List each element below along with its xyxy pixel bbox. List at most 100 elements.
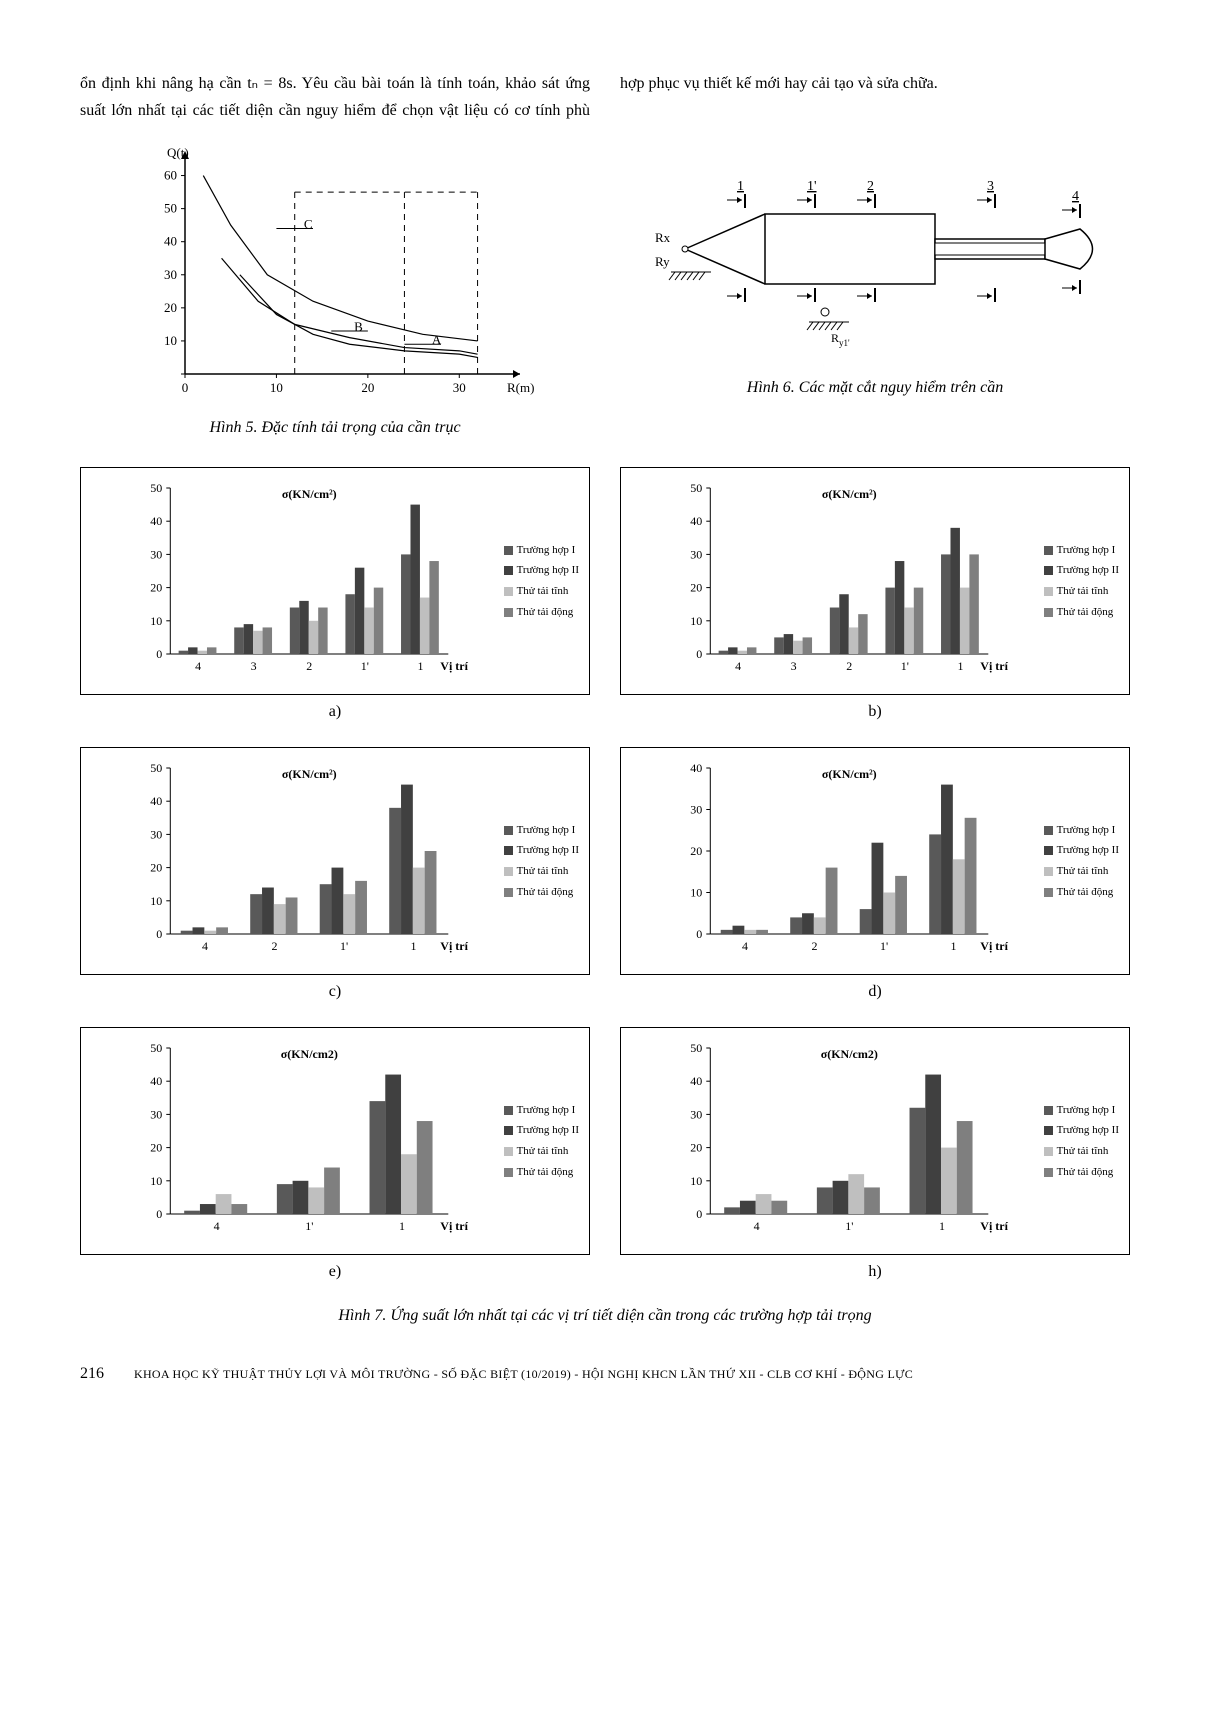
chart-c: 01020304050σ(KN/cm²)421'1Vị trí Trường h… xyxy=(80,747,590,975)
svg-text:1: 1 xyxy=(957,659,963,673)
legend-label: Thử tải tĩnh xyxy=(517,861,569,882)
svg-text:2: 2 xyxy=(272,939,278,953)
legend-swatch xyxy=(504,1147,513,1156)
svg-text:30: 30 xyxy=(453,380,466,395)
svg-text:B: B xyxy=(354,319,363,334)
legend-item: Trường hợp II xyxy=(1044,840,1119,861)
chart-h: 01020304050σ(KN/cm2)41'1Vị trí Trường hợ… xyxy=(620,1027,1130,1255)
legend-swatch xyxy=(504,1126,513,1135)
svg-text:40: 40 xyxy=(150,515,162,529)
legend-b: Trường hợp ITrường hợp IIThử tải tĩnhThử… xyxy=(1044,540,1119,624)
svg-text:Q(t): Q(t) xyxy=(167,145,189,160)
svg-text:1': 1' xyxy=(880,939,888,953)
legend-label: Trường hợp II xyxy=(517,560,579,581)
legend-d: Trường hợp ITrường hợp IIThử tải tĩnhThử… xyxy=(1044,820,1119,904)
svg-text:Vị trí: Vị trí xyxy=(440,659,468,673)
svg-text:1': 1' xyxy=(305,1219,313,1233)
svg-text:Rx: Rx xyxy=(655,230,671,245)
svg-text:3: 3 xyxy=(251,659,257,673)
svg-text:20: 20 xyxy=(690,844,702,858)
legend-swatch xyxy=(504,826,513,835)
legend-label: Trường hợp II xyxy=(1057,840,1119,861)
legend-swatch xyxy=(504,846,513,855)
svg-text:20: 20 xyxy=(150,1141,162,1155)
svg-text:Vị trí: Vị trí xyxy=(980,939,1008,953)
legend-item: Thử tải tĩnh xyxy=(504,1141,579,1162)
chart-a: 01020304050σ(KN/cm²)4321'1Vị trí Trường … xyxy=(80,467,590,695)
fig7-caption: Hình 7. Ứng suất lớn nhất tại các vị trí… xyxy=(80,1307,1130,1325)
svg-text:10: 10 xyxy=(150,894,162,908)
legend-a: Trường hợp ITrường hợp IIThử tải tĩnhThử… xyxy=(504,540,579,624)
legend-label: Thử tải động xyxy=(1057,882,1114,903)
legend-label: Thử tải động xyxy=(1057,1162,1114,1183)
svg-text:1: 1 xyxy=(737,179,744,194)
svg-text:0: 0 xyxy=(156,647,162,661)
legend-swatch xyxy=(1044,546,1053,555)
legend-label: Thử tải tĩnh xyxy=(517,1141,569,1162)
chart-d: 010203040σ(KN/cm²)421'1Vị trí Trường hợp… xyxy=(620,747,1130,975)
svg-text:30: 30 xyxy=(690,1108,702,1122)
svg-text:2: 2 xyxy=(846,659,852,673)
legend-item: Trường hợp I xyxy=(504,820,579,841)
legend-swatch xyxy=(504,587,513,596)
svg-text:2: 2 xyxy=(867,179,874,194)
sub-c: c) xyxy=(80,983,590,1001)
svg-text:σ(KN/cm²): σ(KN/cm²) xyxy=(282,767,337,781)
legend-swatch xyxy=(1044,867,1053,876)
legend-swatch xyxy=(1044,846,1053,855)
footer-text: KHOA HỌC KỸ THUẬT THỦY LỢI VÀ MÔI TRƯỜNG… xyxy=(134,1367,913,1382)
svg-text:40: 40 xyxy=(690,515,702,529)
legend-item: Trường hợp II xyxy=(1044,1120,1119,1141)
svg-text:10: 10 xyxy=(690,614,702,628)
svg-text:20: 20 xyxy=(690,581,702,595)
legend-item: Thử tải động xyxy=(504,1162,579,1183)
legend-label: Thử tải động xyxy=(1057,602,1114,623)
fig6-diagram: 11'234RxRyRy1' xyxy=(620,144,1130,364)
svg-text:4: 4 xyxy=(735,659,741,673)
legend-item: Thử tải động xyxy=(1044,882,1119,903)
legend-swatch xyxy=(1044,888,1053,897)
svg-text:10: 10 xyxy=(270,380,283,395)
svg-text:σ(KN/cm²): σ(KN/cm²) xyxy=(822,487,877,501)
fig5-chart: 1020304050600102030CBAQ(t)R(m) xyxy=(80,144,590,404)
svg-text:2: 2 xyxy=(812,939,818,953)
legend-item: Trường hợp II xyxy=(504,840,579,861)
svg-text:1': 1' xyxy=(361,659,369,673)
legend-item: Trường hợp I xyxy=(1044,540,1119,561)
svg-text:40: 40 xyxy=(150,1075,162,1089)
legend-swatch xyxy=(1044,1168,1053,1177)
svg-text:1': 1' xyxy=(807,179,817,194)
svg-text:Ry: Ry xyxy=(655,254,670,269)
legend-item: Trường hợp I xyxy=(504,540,579,561)
sub-a: a) xyxy=(80,703,590,721)
legend-h: Trường hợp ITrường hợp IIThử tải tĩnhThử… xyxy=(1044,1100,1119,1184)
fig6-caption: Hình 6. Các mặt cắt nguy hiểm trên cần xyxy=(620,379,1130,397)
legend-item: Trường hợp II xyxy=(504,1120,579,1141)
svg-text:20: 20 xyxy=(361,380,374,395)
legend-label: Trường hợp II xyxy=(517,840,579,861)
legend-item: Thử tải động xyxy=(504,882,579,903)
svg-text:10: 10 xyxy=(164,333,177,348)
svg-text:Vị trí: Vị trí xyxy=(440,1219,468,1233)
legend-item: Trường hợp II xyxy=(1044,560,1119,581)
svg-text:3: 3 xyxy=(791,659,797,673)
svg-text:20: 20 xyxy=(150,861,162,875)
legend-item: Thử tải động xyxy=(1044,1162,1119,1183)
svg-text:30: 30 xyxy=(150,548,162,562)
svg-text:0: 0 xyxy=(696,927,702,941)
legend-item: Thử tải tĩnh xyxy=(504,861,579,882)
sub-e: e) xyxy=(80,1263,590,1281)
fig5-caption: Hình 5. Đặc tính tải trọng của cần trục xyxy=(80,419,590,437)
legend-swatch xyxy=(1044,1126,1053,1135)
svg-text:50: 50 xyxy=(164,201,177,216)
legend-label: Thử tải tĩnh xyxy=(1057,861,1109,882)
legend-item: Thử tải tĩnh xyxy=(1044,1141,1119,1162)
page-number: 216 xyxy=(80,1365,104,1383)
svg-text:0: 0 xyxy=(696,1207,702,1221)
legend-swatch xyxy=(504,888,513,897)
legend-swatch xyxy=(1044,1106,1053,1115)
legend-item: Thử tải tĩnh xyxy=(1044,861,1119,882)
svg-text:20: 20 xyxy=(690,1141,702,1155)
sub-d: d) xyxy=(620,983,1130,1001)
legend-label: Thử tải động xyxy=(517,602,574,623)
